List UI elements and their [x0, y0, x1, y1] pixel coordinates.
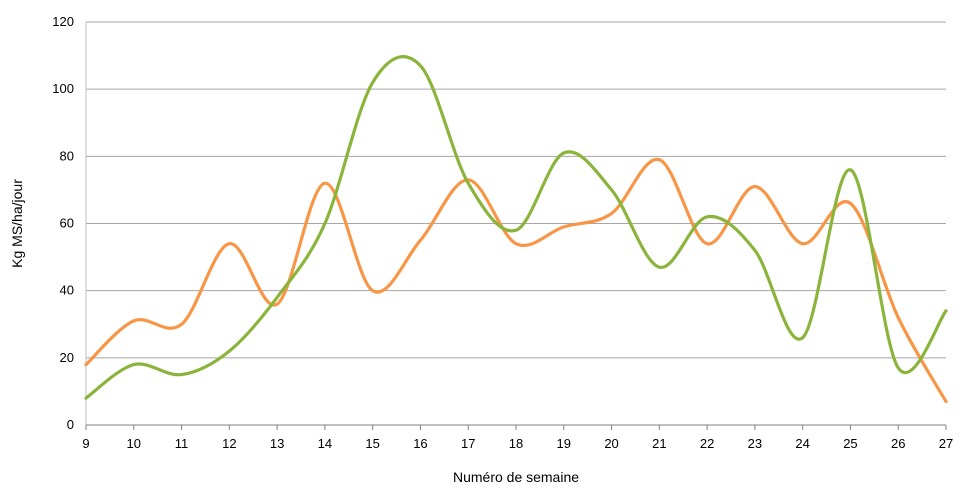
y-tick-label: 120	[52, 14, 74, 29]
y-axis-title: Kg MS/ha/jour	[9, 179, 25, 268]
y-tick-label: 100	[52, 81, 74, 96]
series-line-2	[84, 55, 948, 400]
axes	[85, 22, 947, 430]
x-tick-label: 12	[222, 436, 236, 451]
x-tick-label: 27	[939, 436, 953, 451]
x-tick-label: 18	[509, 436, 523, 451]
x-tick-label: 9	[82, 436, 89, 451]
x-tick-label: 13	[270, 436, 284, 451]
x-tick-label: 15	[365, 436, 379, 451]
y-tick-label: 80	[60, 148, 74, 163]
x-tick-label: 19	[557, 436, 571, 451]
x-tick-label: 20	[604, 436, 618, 451]
series-lines	[84, 55, 948, 404]
x-tick-label: 25	[843, 436, 857, 451]
x-tick-label: 23	[748, 436, 762, 451]
x-tick-label: 26	[891, 436, 905, 451]
x-tick-label: 11	[175, 436, 189, 451]
x-tick-label: 16	[413, 436, 427, 451]
y-tick-label: 40	[60, 283, 74, 298]
y-tick-label: 0	[67, 417, 74, 432]
x-axis-title: Numéro de semaine	[453, 469, 579, 485]
x-tick-label: 24	[795, 436, 809, 451]
x-tick-label: 21	[652, 436, 666, 451]
y-tick-labels: 0 20 40 60 80 100 120	[52, 14, 74, 432]
x-tick-label: 14	[318, 436, 332, 451]
y-tick-label: 20	[60, 350, 74, 365]
gridlines	[86, 21, 946, 359]
x-tick-labels: 9 10 11 12 13 14 15 16 17 18 19 20 21 22 23 24 25 26 27	[82, 436, 953, 451]
y-tick-label: 60	[60, 216, 74, 231]
x-tick-label: 22	[700, 436, 714, 451]
x-tick-label: 17	[461, 436, 475, 451]
series-line-1	[84, 158, 948, 404]
x-tick-label: 10	[127, 436, 141, 451]
